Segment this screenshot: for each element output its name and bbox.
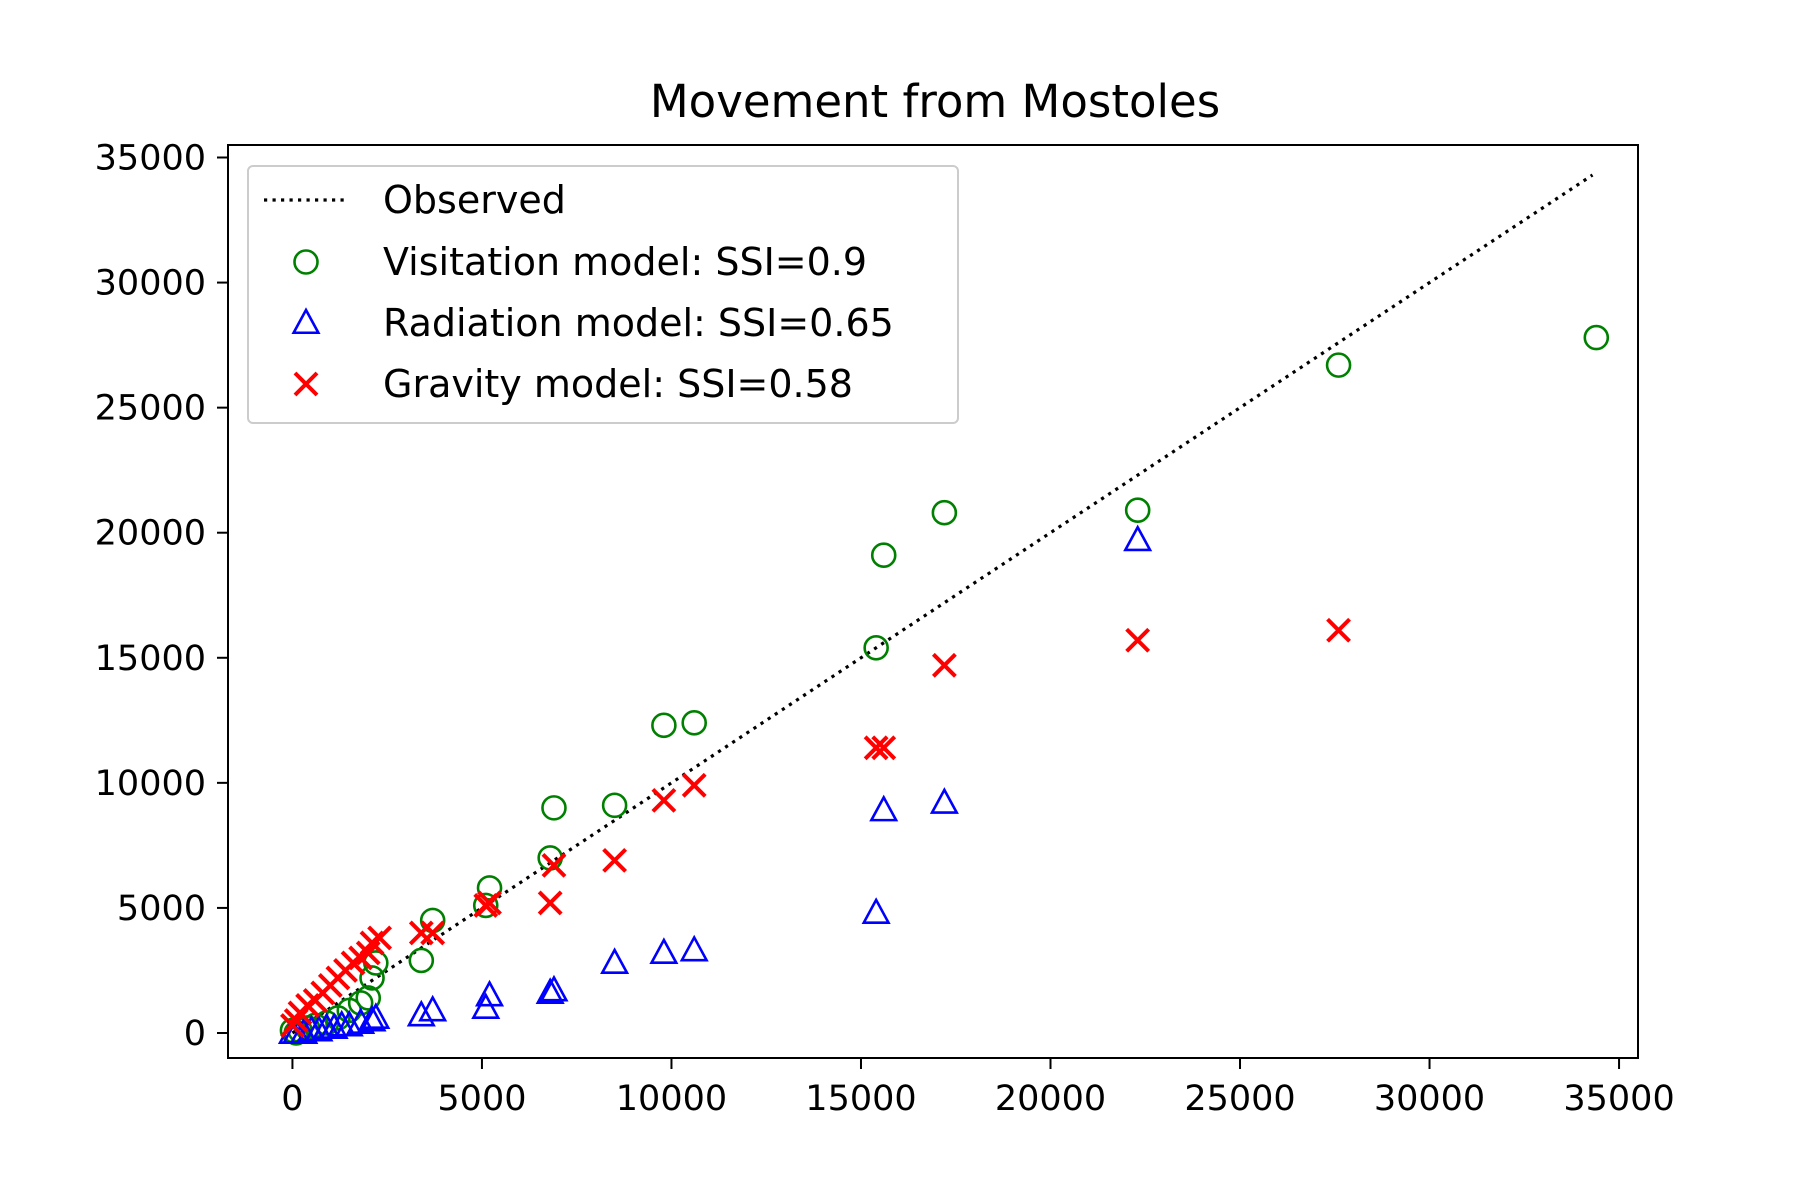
data-point: [600, 947, 630, 974]
data-point: [1583, 324, 1610, 351]
data-point: [408, 920, 434, 946]
data-point: [539, 974, 569, 1002]
data-point: [861, 897, 891, 924]
legend-marker: [293, 249, 319, 275]
y-tick-label: 15000: [95, 639, 206, 679]
plot-frame: [227, 144, 1639, 1059]
y-tick-label: 35000: [95, 139, 206, 179]
y-tick-label: 10000: [95, 764, 206, 804]
data-point: [1326, 617, 1351, 643]
data-point: [359, 965, 385, 991]
data-point: [929, 787, 959, 814]
data-point: [931, 499, 958, 526]
legend-label: Visitation model: SSI=0.9: [383, 240, 867, 284]
legend: Observed Visitation model: SSI=0.9 Radiati…: [247, 165, 959, 424]
data-point: [535, 977, 565, 1005]
data-point: [408, 947, 435, 974]
legend-label: Gravity model: SSI=0.58: [383, 362, 853, 406]
x-tick-label: 25000: [1184, 1079, 1295, 1119]
x-tick-label: 15000: [805, 1079, 916, 1119]
legend-marker: [291, 307, 321, 335]
data-point: [1125, 627, 1151, 653]
y-tick-label: 30000: [95, 264, 206, 304]
data-point: [681, 710, 708, 736]
data-point: [1124, 497, 1151, 524]
x-tick-label: 0: [281, 1079, 303, 1119]
data-point: [1123, 524, 1153, 552]
data-point: [418, 994, 448, 1022]
series-3: [280, 617, 1351, 1038]
y-tick-label: 25000: [95, 389, 206, 429]
x-tick-label: 5000: [437, 1079, 526, 1119]
data-point: [361, 1002, 391, 1030]
plot-area: [277, 173, 1610, 1046]
x-tick-label: 20000: [995, 1079, 1106, 1119]
data-point: [681, 772, 707, 798]
x-tick-label: 30000: [1374, 1079, 1485, 1119]
data-point: [931, 652, 957, 678]
data-point: [287, 1000, 313, 1026]
legend-label: Observed: [383, 178, 566, 222]
data-point: [280, 1013, 305, 1038]
data-point: [870, 542, 897, 569]
data-point: [327, 1009, 357, 1037]
legend-marker: [293, 371, 319, 397]
data-point: [420, 920, 446, 946]
data-point: [651, 712, 677, 739]
x-tick-label: 35000: [1563, 1079, 1674, 1119]
data-point: [602, 847, 628, 873]
data-point: [474, 979, 505, 1007]
data-point: [649, 937, 679, 964]
data-point: [473, 893, 499, 918]
y-tick-label: 20000: [95, 514, 206, 554]
data-point: [863, 735, 889, 761]
data-point: [601, 792, 628, 819]
data-point: [355, 985, 382, 1011]
data-point: [406, 999, 436, 1027]
y-tick-label: 5000: [117, 889, 206, 929]
data-point: [863, 634, 889, 661]
data-point: [325, 1005, 351, 1031]
chart-title: Movement from Mostoles: [650, 75, 1220, 128]
data-point: [541, 852, 567, 878]
data-point: [871, 735, 897, 761]
data-point: [537, 890, 563, 916]
y-tick-label: 0: [184, 1014, 206, 1054]
data-point: [471, 992, 501, 1020]
axes: 0 5000 10000 15000 20000 25000 30000 35000 0 5000…: [95, 139, 1675, 1119]
data-point: [869, 794, 899, 822]
data-point: [679, 934, 709, 962]
data-point: [541, 795, 567, 821]
data-point: [1325, 352, 1352, 378]
legend-label: Radiation model: SSI=0.65: [383, 301, 894, 345]
data-point: [472, 892, 499, 919]
data-point: [651, 787, 677, 813]
legend-box: [247, 165, 959, 424]
data-point: [312, 1012, 342, 1040]
x-tick-label: 10000: [616, 1079, 727, 1119]
